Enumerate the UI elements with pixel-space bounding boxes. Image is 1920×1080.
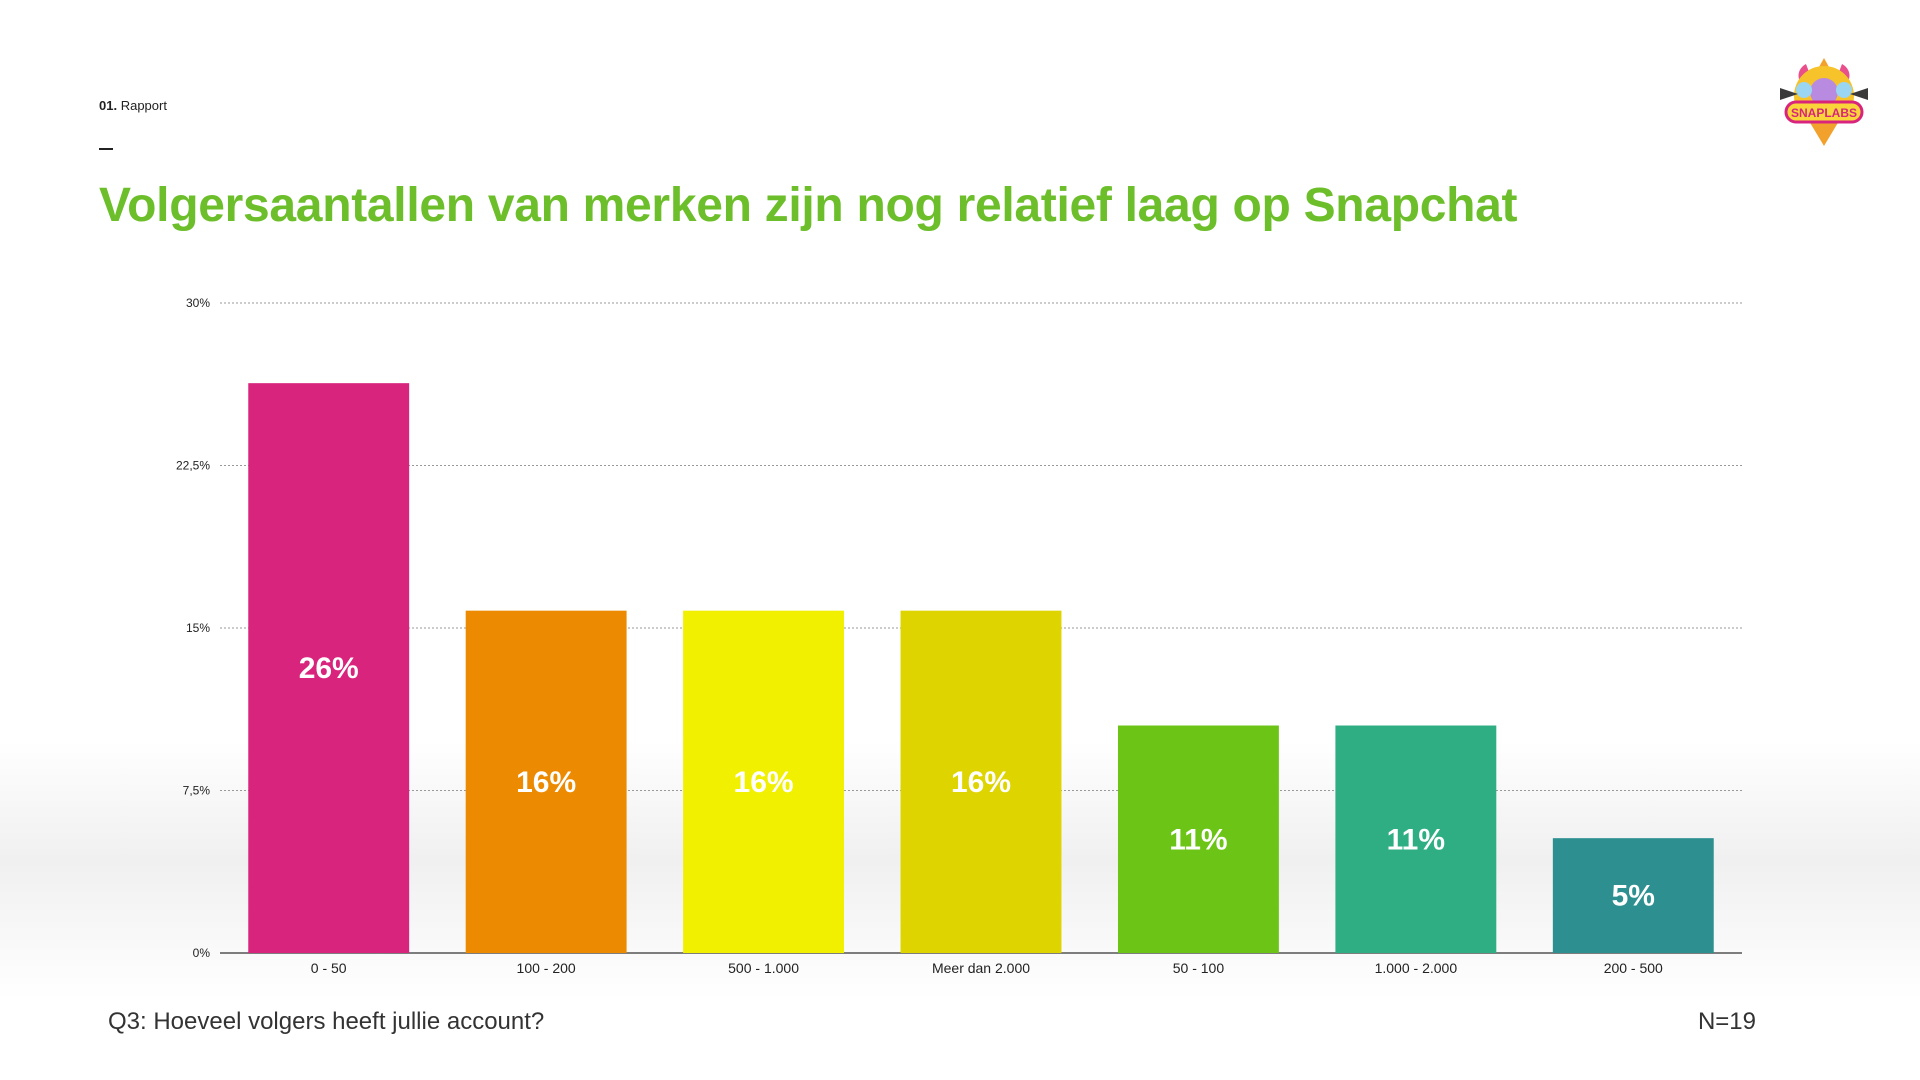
y-tick-label: 15% bbox=[186, 621, 210, 635]
data-label: 5% bbox=[1612, 880, 1655, 913]
x-tick-label: Meer dan 2.000 bbox=[932, 960, 1030, 976]
section-number: 01. bbox=[99, 98, 118, 113]
y-tick-label: 7,5% bbox=[183, 784, 211, 798]
y-tick-label: 0% bbox=[193, 946, 211, 960]
x-tick-label: 50 - 100 bbox=[1173, 960, 1225, 976]
title-divider bbox=[99, 148, 113, 150]
data-label: 11% bbox=[1387, 823, 1445, 856]
sample-size: N=19 bbox=[1697, 1008, 1756, 1035]
x-tick-label: 200 - 500 bbox=[1604, 960, 1663, 976]
unicorn-badge-icon bbox=[1780, 58, 1868, 146]
bar bbox=[1552, 838, 1714, 953]
x-tick-label: 0 - 50 bbox=[311, 960, 347, 976]
bar bbox=[465, 610, 627, 953]
data-label: 16% bbox=[516, 766, 576, 799]
snaplabs-logo: SNAPLABS bbox=[1780, 58, 1868, 146]
x-tick-label: 1.000 - 2.000 bbox=[1375, 960, 1458, 976]
logo-text: SNAPLABS bbox=[1791, 106, 1857, 120]
y-tick-label: 22,5% bbox=[176, 459, 210, 473]
page-title: Volgersaantallen van merken zijn nog rel… bbox=[99, 179, 1518, 232]
section-label: 01. Rapport bbox=[99, 98, 167, 113]
y-tick-label: 30% bbox=[186, 296, 210, 310]
survey-question: Q3: Hoeveel volgers heeft jullie account… bbox=[108, 1008, 545, 1035]
bar bbox=[1335, 725, 1497, 953]
section-name: Rapport bbox=[120, 98, 167, 113]
data-label: 11% bbox=[1169, 823, 1227, 856]
data-label: 16% bbox=[951, 766, 1011, 799]
x-tick-label: 100 - 200 bbox=[517, 960, 576, 976]
data-label: 26% bbox=[299, 652, 359, 685]
bar bbox=[683, 610, 845, 953]
data-label: 16% bbox=[734, 766, 794, 799]
x-tick-label: 500 - 1.000 bbox=[728, 960, 799, 976]
bar bbox=[900, 610, 1062, 953]
bar bbox=[1117, 725, 1279, 953]
bar bbox=[248, 383, 410, 954]
